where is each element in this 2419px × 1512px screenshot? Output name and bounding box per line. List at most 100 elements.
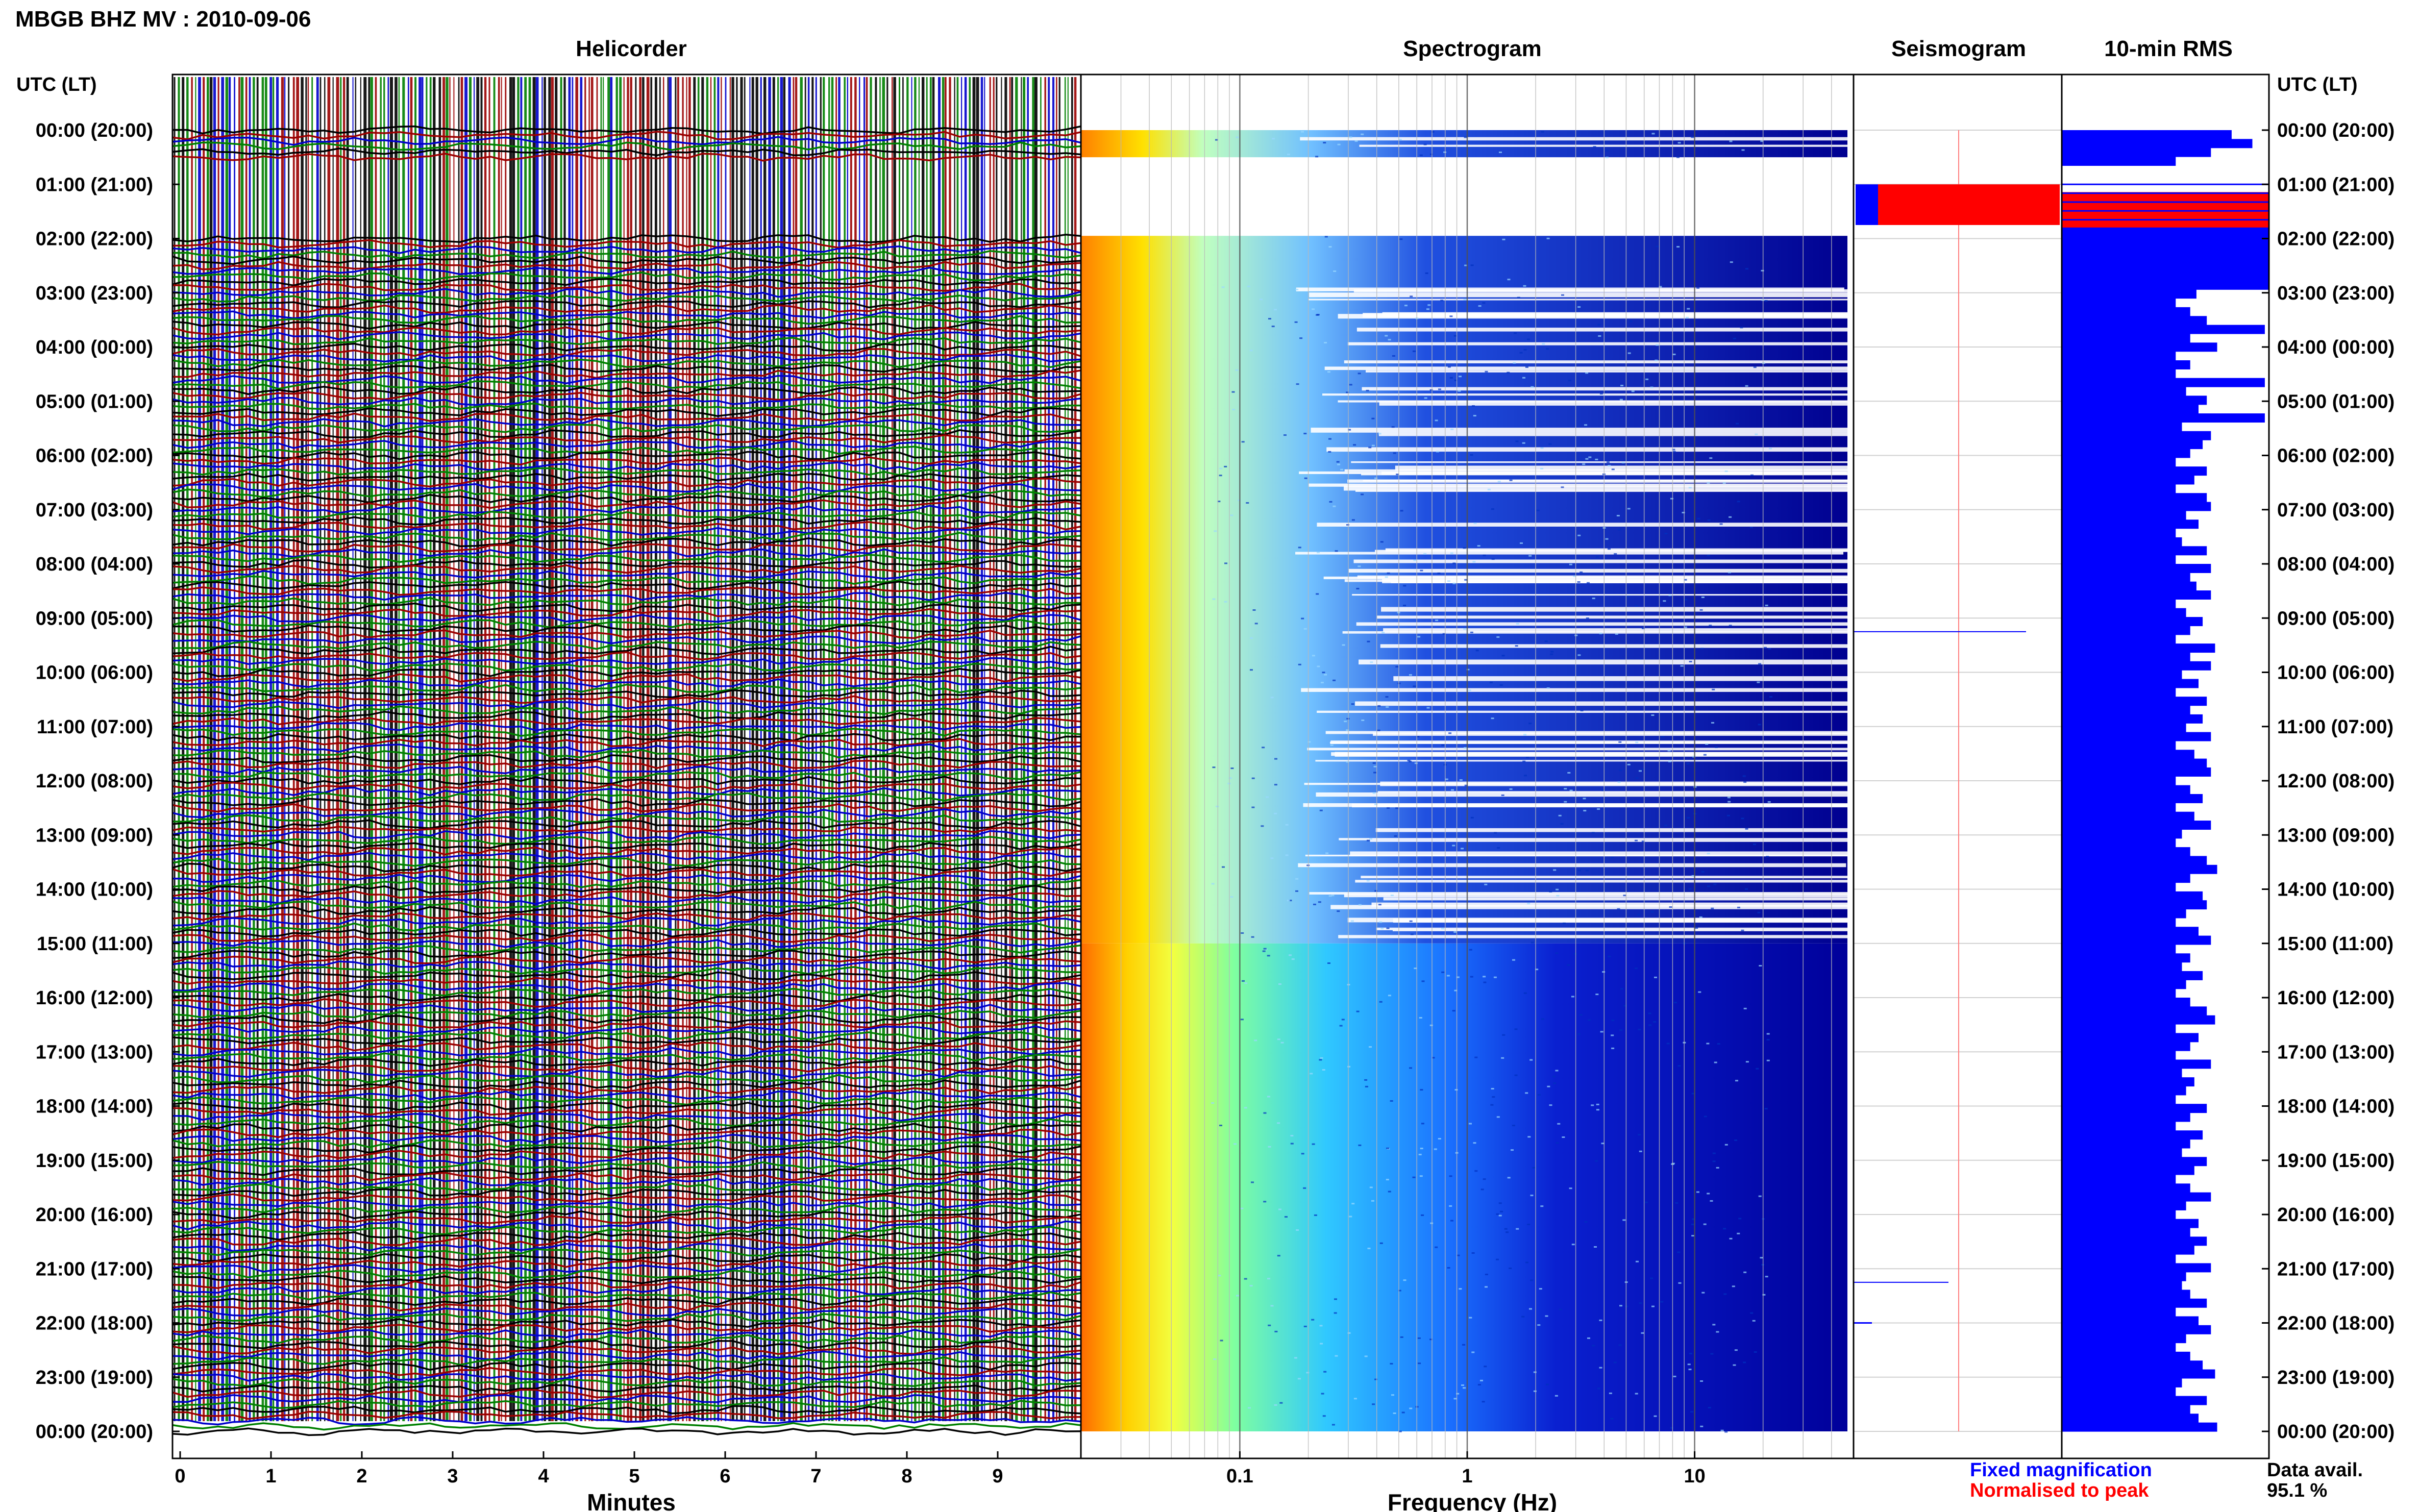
spectrogram-speckle: [1477, 545, 1480, 547]
spectrogram-gap: [1324, 366, 1873, 370]
helicorder-trace: [172, 624, 1081, 633]
helicorder-trace: [172, 1313, 1081, 1323]
helicorder-trace: [172, 1004, 1081, 1013]
helicorder-trace: [172, 857, 1081, 867]
helicorder-trace: [172, 493, 1081, 504]
rms-bar: [2062, 821, 2211, 830]
spectrogram-speckle: [1429, 1024, 1433, 1026]
spectrogram-speckle: [1450, 428, 1454, 430]
spectrogram-speckle: [1621, 462, 1625, 464]
spectrogram-gap: [1325, 731, 1874, 734]
rms-bar: [2062, 351, 2176, 361]
spectrogram-speckle: [1650, 386, 1653, 388]
rms-bar: [2062, 1015, 2215, 1025]
spectrogram-speckle: [1425, 272, 1428, 274]
spectrogram-gap: [1307, 748, 1856, 751]
rms-bar: [2062, 1051, 2176, 1060]
spectrogram-speckle: [1557, 1123, 1561, 1125]
spectrogram-speckle: [1320, 1343, 1323, 1345]
spectrogram-speckle: [1413, 350, 1416, 352]
rms-bar: [2062, 210, 2269, 219]
spectrogram-speckle: [1568, 380, 1571, 382]
spectrogram-speckle: [1579, 1014, 1583, 1016]
rms-bar: [2062, 263, 2269, 272]
hour-tick-label-right: 19:00 (15:00): [2277, 1150, 2395, 1172]
rms-bar: [2062, 670, 2182, 680]
hour-tick-label-left: 19:00 (15:00): [36, 1150, 153, 1172]
spectrogram-speckle: [1457, 1254, 1460, 1256]
spectrogram-gap: [1377, 615, 1926, 619]
spectrogram-speckle: [1434, 1148, 1437, 1150]
helicorder-trace: [172, 678, 1081, 688]
rms-bar: [2062, 1263, 2211, 1273]
helicorder-trace: [172, 1329, 1081, 1339]
spectrogram-speckle: [1594, 1246, 1597, 1248]
spectrogram-speckle: [1344, 721, 1347, 723]
helicorder-trace: [172, 1112, 1081, 1122]
spectrogram-speckle: [1270, 857, 1274, 859]
spectrogram-gap: [1317, 523, 1865, 527]
spectrogram-speckle: [1696, 1191, 1699, 1193]
spectrogram-speckle: [1605, 150, 1609, 152]
rms-bar: [2062, 661, 2211, 671]
hour-tick-label-left: 13:00 (09:00): [36, 825, 153, 846]
spectrogram-speckle: [1320, 1057, 1323, 1059]
spectrogram-speckle: [1403, 1279, 1406, 1281]
spectrogram-speckle: [1213, 1358, 1217, 1360]
spectrogram-speckle: [1270, 697, 1274, 699]
rms-bar: [2062, 758, 2207, 768]
spectrogram-gap: [1392, 929, 1941, 931]
helicorder-trace: [172, 1188, 1081, 1197]
spectrogram-speckle: [1549, 1104, 1552, 1106]
spectrogram-speckle: [1296, 383, 1299, 385]
spectrogram-speckle: [1580, 710, 1584, 711]
spectrogram-speckle: [1361, 133, 1364, 135]
spectrogram-speckle: [1474, 1056, 1478, 1058]
helicorder-trace: [172, 776, 1081, 785]
spectrogram-speckle: [1417, 1337, 1421, 1339]
helicorder-trace: [172, 928, 1081, 938]
rms-bar: [2062, 697, 2207, 706]
rms-bar: [2062, 227, 2269, 237]
spectrogram-speckle: [1287, 900, 1290, 902]
spectrogram-speckle: [1482, 1401, 1485, 1403]
spectrogram-speckle: [1472, 561, 1476, 563]
rms-bar: [2062, 1228, 2190, 1237]
rms-bar: [2062, 935, 2211, 945]
helicorder-trace: [172, 1367, 1081, 1376]
helicorder-trace: [172, 1047, 1081, 1057]
spectrogram-speckle: [1635, 1393, 1638, 1395]
spectrogram-speckle: [1378, 433, 1381, 435]
spectrogram-speckle: [1553, 869, 1557, 871]
spectrogram-speckle: [1521, 1316, 1525, 1318]
spectrogram-speckle: [1233, 1143, 1237, 1145]
rms-bar: [2062, 723, 2186, 733]
helicorder-trace: [172, 125, 1081, 135]
spectrogram-speckle: [1278, 1208, 1281, 1210]
spectrogram-speckle: [1501, 1057, 1504, 1059]
spectrogram-gap: [1395, 465, 1943, 471]
helicorder-trace: [172, 1177, 1081, 1186]
hour-tick-labels: 00:00 (20:00) 00:00 (20:00) 01:00 (21:00) 0…: [36, 120, 2395, 1443]
spectrogram-speckle: [1449, 1175, 1452, 1177]
spectrogram-speckle: [1452, 845, 1455, 847]
rms-bar: [2062, 369, 2176, 379]
spectrogram-speckle: [1337, 143, 1341, 145]
spectrogram-speckle: [1634, 968, 1638, 970]
spectrogram-speckle: [1496, 1213, 1499, 1215]
rms-bar: [2062, 537, 2182, 547]
rms-bar: [2062, 1201, 2186, 1210]
spectrogram-speckle: [1380, 928, 1384, 930]
helicorder-trace: [172, 1096, 1081, 1106]
spectrogram-speckle: [1323, 1371, 1327, 1373]
spectrogram-speckle: [1419, 1175, 1423, 1177]
spectrogram-speckle: [1651, 133, 1655, 135]
spectrogram-speckle: [1500, 1210, 1503, 1212]
spectrogram-speckle: [1353, 1398, 1357, 1400]
spectrogram-speckle: [1715, 746, 1718, 748]
spectrogram-speckle: [1614, 553, 1617, 555]
spectrogram-speckle: [1635, 741, 1639, 743]
helicorder-trace: [172, 1128, 1081, 1138]
helicorder-trace: [172, 461, 1081, 471]
spectrogram-speckle: [1487, 488, 1491, 490]
